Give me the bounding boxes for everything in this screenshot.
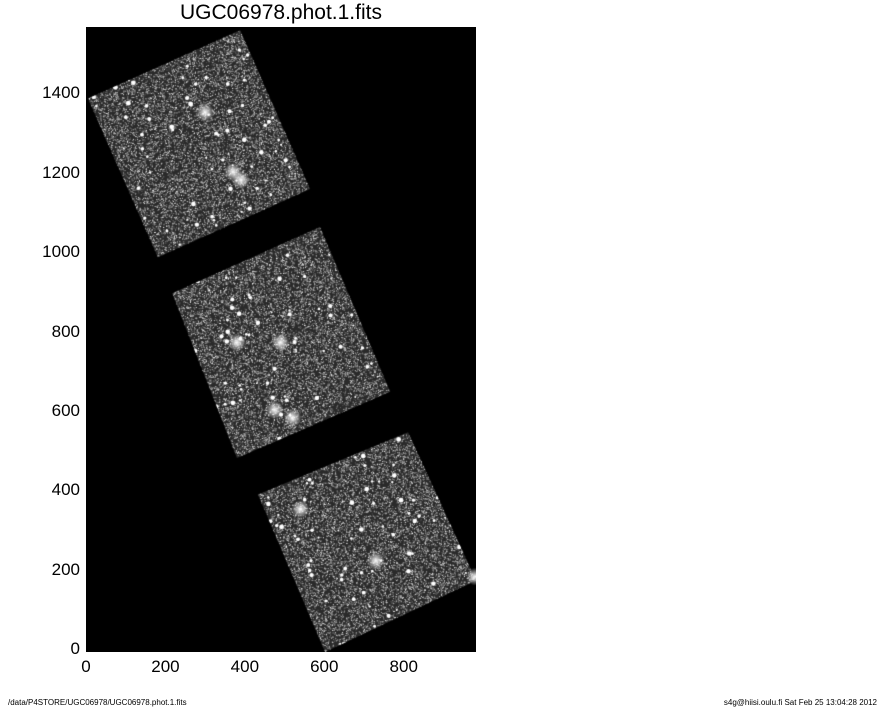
y-tick-label: 1000 bbox=[42, 242, 80, 262]
x-tick-label: 0 bbox=[81, 657, 91, 676]
fits-image bbox=[86, 27, 476, 652]
y-tick-label: 800 bbox=[51, 321, 80, 341]
x-tick-label: 200 bbox=[151, 657, 180, 676]
y-tick-label: 1400 bbox=[42, 83, 80, 103]
image-plot-area bbox=[86, 27, 476, 652]
y-tick-label: 600 bbox=[51, 400, 80, 420]
y-tick-label: 1200 bbox=[42, 162, 80, 182]
y-tick-label: 400 bbox=[51, 480, 80, 500]
chart-title: UGC06978.phot.1.fits bbox=[180, 1, 382, 24]
x-tick-label: 800 bbox=[389, 657, 418, 676]
x-tick-label: 400 bbox=[230, 657, 260, 676]
x-tick-label: 600 bbox=[310, 657, 339, 676]
file-path: /data/P4STORE/UGC06978/UGC06978.phot.1.f… bbox=[8, 698, 187, 707]
y-tick-label: 200 bbox=[51, 559, 80, 579]
user-timestamp: s4g@hiisi.oulu.fi Sat Feb 25 13:04:28 20… bbox=[723, 698, 877, 707]
y-tick-label: 0 bbox=[70, 639, 80, 658]
